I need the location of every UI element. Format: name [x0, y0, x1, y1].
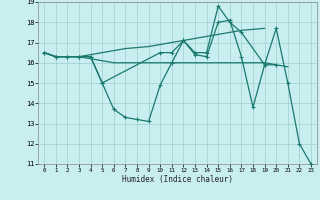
- X-axis label: Humidex (Indice chaleur): Humidex (Indice chaleur): [122, 175, 233, 184]
